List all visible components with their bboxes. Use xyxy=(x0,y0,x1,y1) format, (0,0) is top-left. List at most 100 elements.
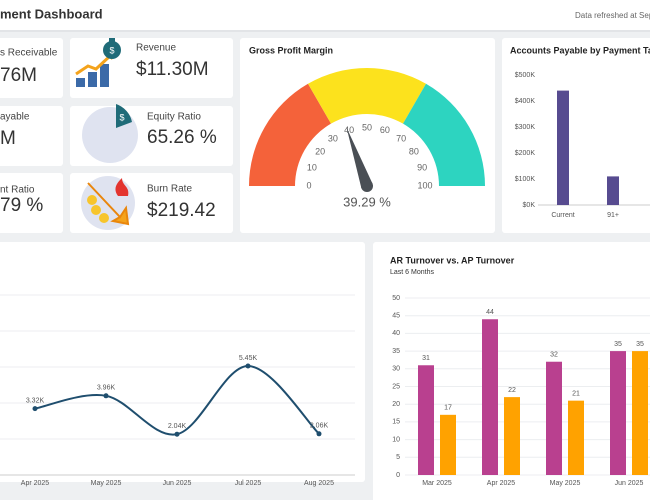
point xyxy=(316,431,322,437)
gauge-tick-label: 60 xyxy=(380,125,390,135)
data-label: 2.06K xyxy=(310,423,329,430)
point xyxy=(32,406,38,412)
equity-icon: $ xyxy=(82,104,138,163)
y-tick-label: 15 xyxy=(392,419,400,426)
point xyxy=(245,363,251,369)
y-tick-label: $400K xyxy=(515,98,536,105)
bar xyxy=(610,351,626,475)
kpi-card xyxy=(0,38,63,98)
data-label: 2.04K xyxy=(168,423,187,430)
bar xyxy=(482,319,498,475)
gauge-tick-label: 10 xyxy=(307,162,317,172)
chart-title: Accounts Payable by Payment Targ xyxy=(510,45,650,55)
y-tick-label: 25 xyxy=(392,383,400,390)
chart-subtitle: Last 6 Months xyxy=(390,269,434,276)
x-tick-label: Jun 2025 xyxy=(615,480,644,487)
y-tick-label: 0 xyxy=(396,472,400,479)
gauge-tick-label: 80 xyxy=(409,146,419,156)
data-label: 35 xyxy=(614,341,622,348)
x-tick-label: Apr 2025 xyxy=(487,480,516,487)
bar xyxy=(632,351,648,475)
y-tick-label: 20 xyxy=(392,401,400,408)
kpi-card xyxy=(0,173,63,233)
gauge-value: 39.29 % xyxy=(343,194,391,209)
data-label: 3.96K xyxy=(97,385,116,392)
data-label: 35 xyxy=(636,341,644,348)
kpi-label: s Receivable xyxy=(0,48,58,59)
line xyxy=(34,364,320,436)
chart-title: AR Turnover vs. AP Turnover xyxy=(390,255,515,265)
gauge-tick-label: 30 xyxy=(328,133,338,143)
data-label: 17 xyxy=(444,405,452,412)
x-tick-label: 91+ xyxy=(607,212,619,219)
x-tick-label: Jul 2025 xyxy=(235,480,262,487)
y-tick-label: 35 xyxy=(392,348,400,355)
refresh-note: Data refreshed at Sep xyxy=(575,11,650,20)
gauge-hub xyxy=(361,180,373,192)
kpi-label: nt Ratio xyxy=(0,185,35,196)
kpi-label: ayable xyxy=(0,112,30,123)
chart-title: Gross Profit Margin xyxy=(249,45,333,55)
kpi-value: 79 % xyxy=(0,195,43,216)
gauge-band xyxy=(403,83,485,186)
burn-icon xyxy=(81,176,135,230)
y-tick-label: $500K xyxy=(515,72,536,79)
gauge-tick-label: 100 xyxy=(417,180,432,190)
kpi-value: 76M xyxy=(0,65,37,86)
x-tick-label: Mar 2025 xyxy=(422,480,452,487)
data-label: 44 xyxy=(486,309,494,316)
y-tick-label: 40 xyxy=(392,330,400,337)
header-bar xyxy=(0,0,650,30)
data-label: 5.45K xyxy=(239,355,258,362)
header-shadow xyxy=(0,30,650,32)
y-tick-label: 50 xyxy=(392,295,400,302)
y-tick-label: 10 xyxy=(392,436,400,443)
gauge-band xyxy=(308,68,426,124)
bar xyxy=(546,361,562,475)
kpi-value: $219.42 xyxy=(147,200,216,221)
y-tick-label: 45 xyxy=(392,313,400,320)
x-tick-label: Aug 2025 xyxy=(304,480,334,487)
bar xyxy=(568,400,584,475)
gauge-needle xyxy=(346,127,373,188)
line-panel xyxy=(0,242,365,482)
gauge-tick-label: 0 xyxy=(306,180,311,190)
y-tick-label: $0K xyxy=(523,202,536,209)
kpi-label: Burn Rate xyxy=(147,184,192,195)
kpi-label: Equity Ratio xyxy=(147,112,201,123)
bar xyxy=(440,414,456,475)
x-tick-label: Apr 2025 xyxy=(21,480,50,487)
kpi-label: Revenue xyxy=(136,43,176,54)
y-tick-label: $300K xyxy=(515,124,536,131)
bar xyxy=(607,176,619,205)
bar xyxy=(557,90,569,205)
revenue-icon: $ xyxy=(75,38,121,87)
kpi-card xyxy=(0,106,63,166)
gauge-tick-label: 40 xyxy=(344,125,354,135)
kpi-value: M xyxy=(0,128,16,149)
x-tick-label: May 2025 xyxy=(550,480,581,487)
point xyxy=(103,393,109,399)
gauge-tick-label: 70 xyxy=(396,133,406,143)
gauge-tick-label: 50 xyxy=(362,122,372,132)
svg-text:$: $ xyxy=(119,112,124,122)
y-tick-label: 30 xyxy=(392,366,400,373)
data-label: 31 xyxy=(422,355,430,362)
point xyxy=(174,431,180,437)
x-tick-label: Current xyxy=(551,212,574,219)
x-tick-label: Jun 2025 xyxy=(163,480,192,487)
kpi-value: $11.30M xyxy=(136,59,209,80)
bar xyxy=(504,397,520,475)
data-label: 32 xyxy=(550,352,558,359)
y-tick-label: 5 xyxy=(396,454,400,461)
x-tick-label: May 2025 xyxy=(91,480,122,487)
gauge-tick-label: 90 xyxy=(417,162,427,172)
gauge-band xyxy=(249,83,331,186)
gauge-tick-label: 20 xyxy=(315,146,325,156)
y-tick-label: $200K xyxy=(515,150,536,157)
data-label: 3.32K xyxy=(26,397,45,404)
svg-text:$: $ xyxy=(109,45,114,55)
y-tick-label: $100K xyxy=(515,176,536,183)
